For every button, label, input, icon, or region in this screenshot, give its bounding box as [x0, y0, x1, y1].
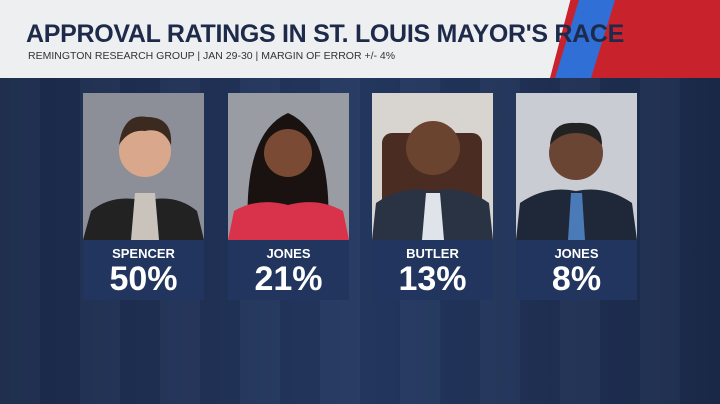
label-panel: BUTLER 13%	[372, 240, 493, 300]
photo	[516, 93, 637, 240]
candidate-card: JONES 21%	[228, 93, 349, 300]
candidate-value: 21%	[254, 260, 323, 298]
candidate-value: 13%	[398, 260, 467, 298]
title: APPROVAL RATINGS IN ST. LOUIS MAYOR'S RA…	[26, 20, 625, 48]
label-panel: JONES 8%	[516, 240, 637, 300]
subtitle: REMINGTON RESEARCH GROUP | JAN 29-30 | M…	[28, 50, 396, 62]
photo	[372, 93, 493, 240]
candidate-name: JONES	[266, 246, 311, 261]
candidate-value: 8%	[551, 260, 602, 298]
candidate-card: SPENCER 50%	[83, 93, 204, 300]
label-panel: SPENCER 50%	[83, 240, 204, 300]
photo	[83, 93, 204, 240]
candidate-name: SPENCER	[112, 246, 175, 261]
candidate-card: JONES 8%	[516, 93, 637, 300]
candidate-name: BUTLER	[406, 246, 459, 261]
header-band	[0, 0, 600, 78]
candidate-name: JONES	[554, 246, 599, 261]
photo	[228, 93, 349, 240]
candidate-value: 50%	[109, 260, 178, 298]
label-panel: JONES 21%	[228, 240, 349, 300]
candidate-card: BUTLER 13%	[372, 93, 493, 300]
